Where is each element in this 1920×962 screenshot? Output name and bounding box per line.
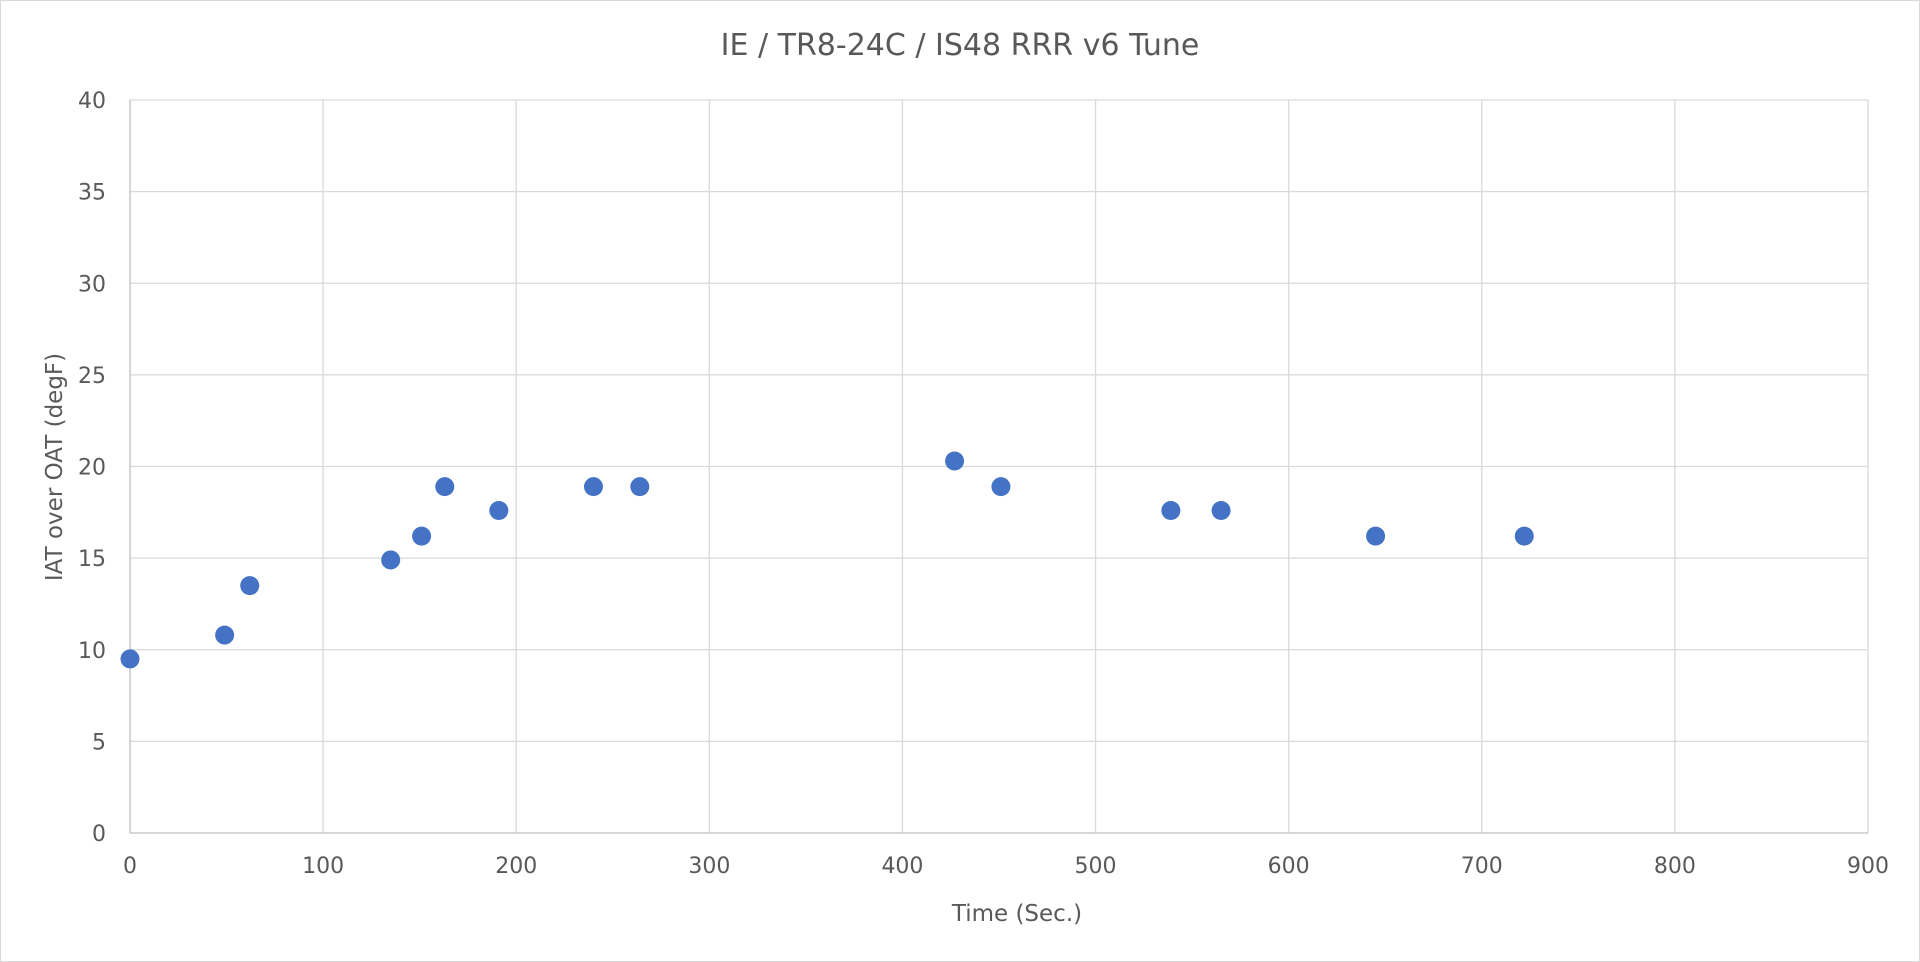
scatter-point [1161, 500, 1181, 520]
x-tick-label: 800 [1654, 854, 1696, 879]
x-tick-label: 300 [688, 854, 730, 879]
chart-title: IE / TR8-24C / IS48 RRR v6 Tune [721, 28, 1200, 63]
scatter-point [991, 477, 1011, 497]
scatter-point [630, 477, 650, 497]
scatter-point [412, 526, 432, 546]
scatter-point [583, 477, 603, 497]
x-tick-label: 700 [1461, 854, 1503, 879]
y-tick-label: 30 [78, 272, 106, 297]
x-axis-title: Time (Sec.) [951, 901, 1082, 927]
gridlines [130, 99, 1869, 833]
scatter-point [215, 625, 235, 645]
scatter-point [1366, 526, 1386, 546]
scatter-point [381, 550, 401, 570]
y-tick-label: 15 [78, 547, 106, 572]
axes [129, 100, 1868, 834]
scatter-point [489, 500, 509, 520]
x-tick-label: 400 [881, 854, 923, 879]
x-tick-label: 0 [123, 854, 137, 879]
scatter-point [435, 477, 455, 497]
x-tick-label: 600 [1268, 854, 1310, 879]
scatter-point [1514, 526, 1534, 546]
y-axis-title: IAT over OAT (degF) [42, 353, 68, 581]
x-tick-label: 900 [1847, 854, 1889, 879]
x-tick-label: 200 [495, 854, 537, 879]
y-tick-label: 0 [92, 822, 106, 847]
scatter-point [1211, 500, 1231, 520]
y-tick-label: 25 [78, 364, 106, 389]
y-tick-label: 40 [78, 89, 106, 114]
scatter-point [945, 451, 965, 471]
tick-labels: 0 100 200 300 400 500 600 700 800 900 0 5 10 15 20 25 30… [78, 89, 1889, 879]
y-tick-label: 5 [92, 730, 106, 755]
y-tick-label: 35 [78, 181, 106, 206]
scatter-point [120, 649, 140, 669]
x-tick-label: 500 [1075, 854, 1117, 879]
y-tick-label: 10 [78, 639, 106, 664]
x-tick-label: 100 [302, 854, 344, 879]
y-tick-label: 20 [78, 456, 106, 481]
data-points [120, 451, 1534, 669]
scatter-point [240, 576, 260, 596]
